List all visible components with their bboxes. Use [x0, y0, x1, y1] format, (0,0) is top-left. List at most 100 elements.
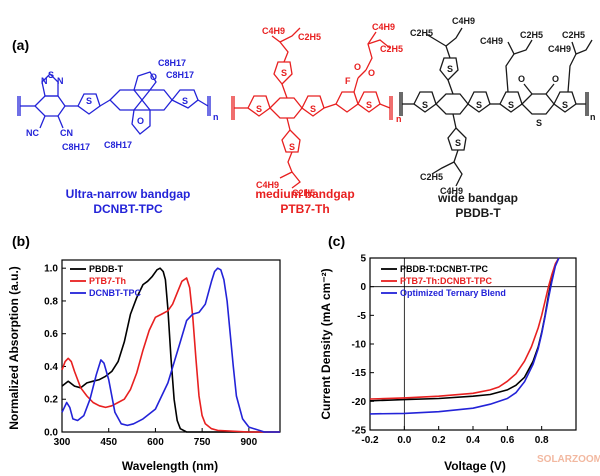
y-tick-label: 5	[360, 254, 366, 265]
molecule-name: DCNBT-TPC	[93, 202, 163, 216]
molecule-caption: Ultra-narrow bandgap	[66, 187, 191, 201]
molecule-dcnbt-tpc-atoms: N S N NC CN O O S S n C8H17 C8H17 C8H17 …	[26, 58, 219, 152]
substituent-label: C8H17	[104, 140, 132, 150]
repeat-index: n	[213, 112, 219, 122]
x-tick-label: 900	[241, 437, 258, 448]
substituent-label: C8H17	[158, 58, 186, 68]
atom-label: S	[422, 100, 428, 110]
substituent-label: C2H5	[380, 44, 403, 54]
molecule-name: PBDB-T	[455, 206, 501, 220]
series-line-1	[369, 257, 560, 400]
molecule-caption: medium bandgap	[255, 187, 354, 201]
atom-label: O	[518, 74, 525, 84]
substituent-label: C4H9	[440, 186, 463, 196]
jv-chart: -0.2 0.0 0.2 0.4 0.6 0.8 -25 -20 -15 -10 -5 0 5 PBDB-…	[352, 254, 577, 446]
repeat-index: n	[590, 112, 596, 122]
chart-c-xlabel: Voltage (V)	[444, 459, 506, 473]
watermark: SOLARZOOM	[537, 454, 600, 465]
y-tick-label: 0.0	[44, 428, 58, 439]
legend-label: DCNBT-TPC	[89, 288, 141, 298]
legend-label: Optimized Ternary Blend	[400, 288, 506, 298]
x-tick-label: 0.8	[535, 435, 549, 446]
molecule-pbdb-t-atoms: S S S S O O S S S n C2H5 C4H9 C4H9 C2H5 …	[410, 16, 596, 196]
y-tick-label: 0.4	[44, 362, 58, 373]
molecule-dcnbt-tpc-structure	[17, 71, 211, 135]
legend-label: PTB7-Th:DCNBT-TPC	[400, 276, 492, 286]
atom-label: S	[310, 104, 316, 114]
chart-b-ylabel: Normalized Absorption (a.u.)	[7, 266, 21, 430]
substituent-label: C4H9	[256, 180, 279, 190]
legend-label: PBDB-T	[89, 264, 123, 274]
series-line-2	[61, 267, 280, 433]
substituent-label: C2H5	[298, 32, 321, 42]
atom-label: S	[366, 100, 372, 110]
substituent-label: C2H5	[520, 30, 543, 40]
atom-label: S	[562, 100, 568, 110]
atom-label: O	[354, 62, 361, 72]
atom-label: S	[508, 100, 514, 110]
atom-label: S	[256, 104, 262, 114]
panel-a-label: (a)	[12, 37, 29, 53]
atom-label: S	[281, 68, 287, 78]
x-tick-label: 0.0	[397, 435, 411, 446]
atom-label: CN	[60, 128, 73, 138]
y-tick-label: -15	[352, 368, 367, 379]
substituent-label: C4H9	[262, 26, 285, 36]
atom-label: O	[552, 74, 559, 84]
substituent-label: C4H9	[548, 44, 571, 54]
legend-label: PBDB-T:DCNBT-TPC	[400, 264, 488, 274]
panel-b-label: (b)	[12, 233, 30, 249]
y-tick-label: 0.6	[44, 329, 58, 340]
y-tick-label: 0	[360, 282, 366, 293]
series-line-2	[369, 257, 560, 415]
atom-label: F	[345, 76, 351, 86]
atom-label: O	[150, 72, 157, 82]
substituent-label: C2H5	[292, 188, 315, 198]
y-tick-label: -25	[352, 426, 367, 437]
repeat-index: n	[396, 114, 402, 124]
atom-label: S	[182, 96, 188, 106]
atom-label: S	[536, 118, 542, 128]
atom-label: N	[41, 76, 48, 86]
substituent-label: C2H5	[420, 172, 443, 182]
x-tick-label: 450	[100, 437, 117, 448]
x-tick-label: -0.2	[361, 435, 379, 446]
plot-frame	[61, 259, 281, 433]
x-tick-label: 750	[194, 437, 211, 448]
substituent-label: C2H5	[562, 30, 585, 40]
x-tick-label: 300	[54, 437, 71, 448]
substituent-label: C4H9	[480, 36, 503, 46]
x-tick-label: 0.2	[432, 435, 446, 446]
y-tick-label: 0.8	[44, 296, 58, 307]
x-tick-label: 600	[147, 437, 164, 448]
y-tick-label: -20	[352, 397, 367, 408]
substituent-label: C4H9	[372, 22, 395, 32]
atom-label: S	[447, 64, 453, 74]
y-tick-label: -5	[357, 311, 366, 322]
series-line-0	[61, 267, 280, 433]
atom-label: O	[368, 68, 375, 78]
molecule-ptb7-th-structure	[231, 27, 393, 189]
y-tick-label: 1.0	[44, 264, 58, 275]
molecule-pbdb-t-structure	[399, 27, 593, 187]
x-tick-label: 0.4	[466, 435, 480, 446]
atom-label: N	[57, 76, 64, 86]
molecule-ptb7-th-atoms: S S S S F O O S n C4H9 C2H5 C4H9 C2H5 C4…	[256, 22, 403, 198]
atom-label: S	[476, 100, 482, 110]
substituent-label: C8H17	[62, 142, 90, 152]
molecule-name: PTB7-Th	[280, 202, 329, 216]
atom-label: S	[289, 142, 295, 152]
series-line-1	[61, 277, 280, 433]
legend-label: PTB7-Th	[89, 276, 126, 286]
y-tick-label: -10	[352, 340, 367, 351]
chart-b-xlabel: Wavelength (nm)	[122, 459, 218, 473]
atom-label: S	[48, 70, 54, 80]
atom-label: S	[455, 138, 461, 148]
substituent-label: C2H5	[410, 28, 433, 38]
molecule-caption: wide bandgap	[437, 191, 518, 205]
panel-c-label: (c)	[328, 233, 345, 249]
chart-c-ylabel: Current Density (mA cm⁻²)	[319, 268, 333, 419]
substituent-label: C4H9	[452, 16, 475, 26]
atom-label: NC	[26, 128, 39, 138]
